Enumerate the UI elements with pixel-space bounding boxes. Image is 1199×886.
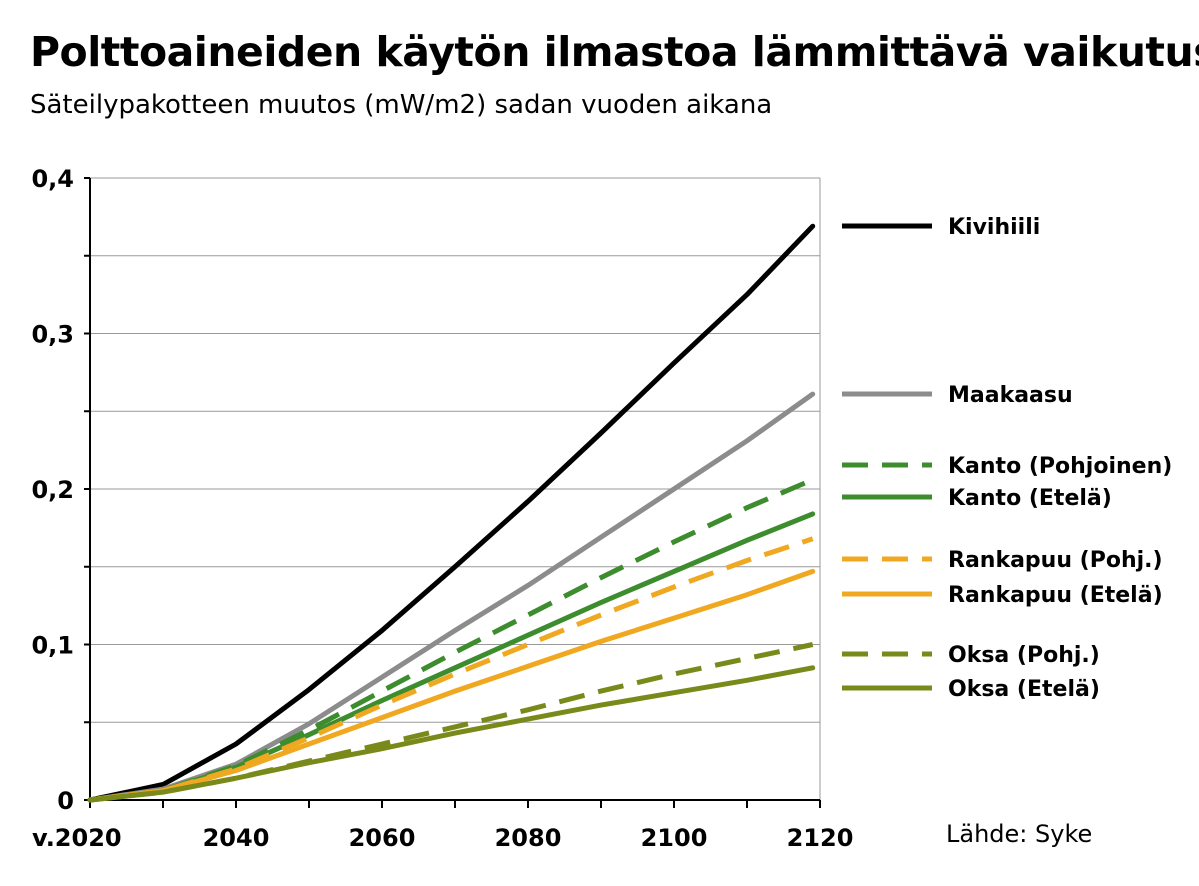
y-tick-label: 0,4 [31, 165, 74, 193]
y-tick-label: 0 [57, 787, 74, 815]
legend-label-2: Kanto (Pohjoinen) [948, 454, 1172, 479]
x-tick-label: 2040 [203, 824, 270, 852]
grid [90, 177, 821, 800]
legend-label-6: Oksa (Pohj.) [948, 643, 1100, 668]
legend-label-3: Kanto (Etelä) [948, 486, 1112, 511]
y-tick-label: 0,3 [31, 321, 74, 349]
x-tick-label: v.2020 [32, 824, 122, 852]
x-tick-label: 2080 [495, 824, 562, 852]
x-tick-label: 2100 [641, 824, 708, 852]
legend-label-0: Kivihiili [948, 215, 1040, 240]
y-tick-label: 0,1 [31, 632, 74, 660]
series-line-2 [89, 477, 814, 803]
series-line-3 [87, 511, 816, 803]
series-line-1 [87, 391, 816, 803]
legend-label-1: Maakaasu [948, 383, 1073, 408]
series-line-5 [87, 568, 816, 803]
series-line-7 [87, 665, 816, 803]
x-tick-label: 2120 [787, 824, 854, 852]
legend-label-4: Rankapuu (Pohj.) [948, 548, 1163, 573]
series-lines [87, 223, 816, 803]
source-note: Lähde: Syke [946, 820, 1093, 848]
chart-subtitle: Säteilypakotteen muutos (mW/m2) sadan vu… [30, 90, 773, 120]
legend: Kivihiili Maakaasu Kanto (Pohjoinen) Kanto … [842, 215, 1172, 702]
axes [84, 177, 821, 808]
chart-title: Polttoaineiden käytön ilmastoa lämmittäv… [30, 28, 1199, 76]
legend-label-7: Oksa (Etelä) [948, 677, 1100, 702]
y-tick-label: 0,2 [31, 476, 74, 504]
legend-label-5: Rankapuu (Etelä) [948, 583, 1163, 608]
series-line-0 [87, 223, 816, 803]
x-tick-label: 2060 [349, 824, 416, 852]
tick-labels: 0 0,1 0,2 0,3 0,4 v.2020 2040 2060 2080 2100 2120 [31, 165, 853, 852]
